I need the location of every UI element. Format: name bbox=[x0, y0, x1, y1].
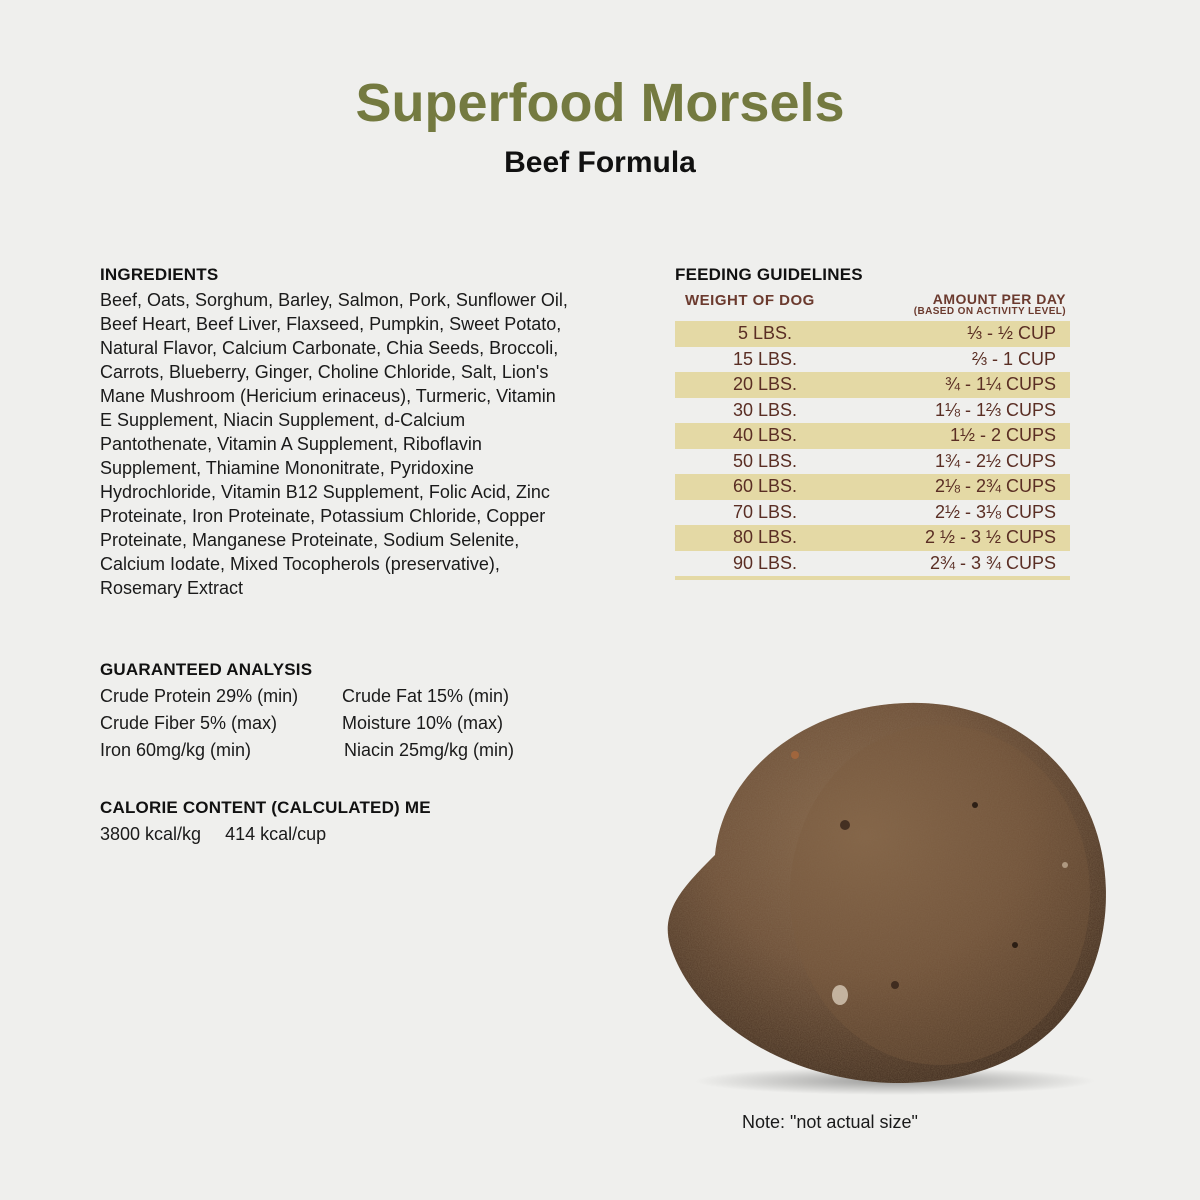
feeding-row: 30 LBS. 1⅛ - 1⅔ CUPS bbox=[675, 398, 1070, 424]
feeding-table-bottom-rule bbox=[675, 576, 1070, 580]
feeding-row-weight: 70 LBS. bbox=[732, 501, 798, 522]
analysis-item: Crude Protein 29% (min) bbox=[100, 686, 299, 706]
feeding-row-amount: 2¾ - 3 ¾ CUPS bbox=[929, 552, 1056, 573]
feeding-row: 40 LBS. 1½ - 2 CUPS bbox=[675, 423, 1070, 449]
feeding-row-amount: 2½ - 3⅛ CUPS bbox=[934, 501, 1056, 522]
feeding-table: 5 LBS. ⅓ - ½ CUP 15 LBS. ⅔ - 1 CUP 20 LBS. ¾ … bbox=[675, 321, 1070, 576]
ingredients-section: INGREDIENTS Beef, Oats, Sorghum, Barley,… bbox=[100, 265, 570, 600]
feeding-row-weight: 20 LBS. bbox=[732, 374, 798, 395]
feeding-column-headers: WEIGHT OF DOG AMOUNT PER DAY (BASED ON A… bbox=[675, 291, 1070, 321]
amount-column-header: AMOUNT PER DAY (BASED ON ACTIVITY LEVEL) bbox=[914, 291, 1066, 317]
product-title: Superfood Morsels bbox=[355, 73, 845, 133]
feeding-row-amount: 2⅛ - 2¾ CUPS bbox=[934, 476, 1056, 497]
feeding-row: 90 LBS. 2¾ - 3 ¾ CUPS bbox=[675, 551, 1070, 577]
feeding-row: 15 LBS. ⅔ - 1 CUP bbox=[675, 347, 1070, 373]
feeding-row-weight: 5 LBS. bbox=[737, 323, 793, 344]
ingredients-heading: INGREDIENTS bbox=[100, 265, 219, 284]
feeding-row-weight: 90 LBS. bbox=[732, 552, 798, 573]
amount-column-note: (BASED ON ACTIVITY LEVEL) bbox=[913, 306, 1066, 317]
analysis-item: Moisture 10% (max) bbox=[342, 713, 504, 733]
feeding-row-amount: 1¾ - 2½ CUPS bbox=[934, 450, 1056, 471]
feeding-row-weight: 50 LBS. bbox=[732, 450, 798, 471]
product-subtitle: Beef Formula bbox=[504, 146, 696, 179]
feeding-row-weight: 30 LBS. bbox=[732, 399, 798, 420]
feeding-row-weight: 80 LBS. bbox=[732, 527, 798, 548]
feeding-row-weight: 60 LBS. bbox=[732, 476, 798, 497]
calorie-section: CALORIE CONTENT (CALCULATED) ME 3800 kca… bbox=[100, 798, 560, 846]
analysis-heading: GUARANTEED ANALYSIS bbox=[100, 660, 313, 679]
analysis-item: Iron 60mg/kg (min) bbox=[100, 740, 252, 760]
morsel-image bbox=[667, 702, 1106, 1095]
feeding-row: 5 LBS. ⅓ - ½ CUP bbox=[675, 321, 1070, 347]
ingredients-text: Beef, Oats, Sorghum, Barley, Salmon, Por… bbox=[100, 290, 568, 598]
calorie-per-cup: 414 kcal/cup bbox=[225, 824, 327, 844]
feeding-row-amount: ⅓ - ½ CUP bbox=[966, 323, 1056, 344]
weight-column-header: WEIGHT OF DOG bbox=[685, 292, 815, 309]
calorie-heading: CALORIE CONTENT (CALCULATED) ME bbox=[100, 798, 431, 817]
feeding-row-weight: 15 LBS. bbox=[732, 348, 798, 369]
feeding-row: 60 LBS. 2⅛ - 2¾ CUPS bbox=[675, 474, 1070, 500]
feeding-row-amount: 2 ½ - 3 ½ CUPS bbox=[924, 527, 1056, 548]
feeding-heading: FEEDING GUIDELINES bbox=[675, 265, 863, 284]
analysis-item: Niacin 25mg/kg (min) bbox=[344, 740, 515, 760]
size-note: Note: "not actual size" bbox=[742, 1112, 918, 1132]
feeding-row: 50 LBS. 1¾ - 2½ CUPS bbox=[675, 449, 1070, 475]
analysis-item: Crude Fiber 5% (max) bbox=[100, 713, 278, 733]
feeding-row-amount: 1⅛ - 1⅔ CUPS bbox=[934, 399, 1056, 420]
feeding-guidelines-section: FEEDING GUIDELINES WEIGHT OF DOG AMOUNT … bbox=[675, 265, 1070, 580]
feeding-row: 70 LBS. 2½ - 3⅛ CUPS bbox=[675, 500, 1070, 526]
feeding-row-amount: ⅔ - 1 CUP bbox=[971, 348, 1056, 369]
analysis-item: Crude Fat 15% (min) bbox=[342, 686, 510, 706]
calorie-per-kg: 3800 kcal/kg bbox=[100, 824, 202, 844]
feeding-row: 80 LBS. 2 ½ - 3 ½ CUPS bbox=[675, 525, 1070, 551]
guaranteed-analysis-section: GUARANTEED ANALYSIS Crude Protein 29% (m… bbox=[100, 660, 560, 762]
feeding-row-weight: 40 LBS. bbox=[732, 425, 798, 446]
feeding-row-amount: 1½ - 2 CUPS bbox=[949, 425, 1056, 446]
feeding-row: 20 LBS. ¾ - 1¼ CUPS bbox=[675, 372, 1070, 398]
amount-column-title: AMOUNT PER DAY bbox=[932, 291, 1066, 307]
feeding-row-amount: ¾ - 1¼ CUPS bbox=[944, 374, 1056, 395]
